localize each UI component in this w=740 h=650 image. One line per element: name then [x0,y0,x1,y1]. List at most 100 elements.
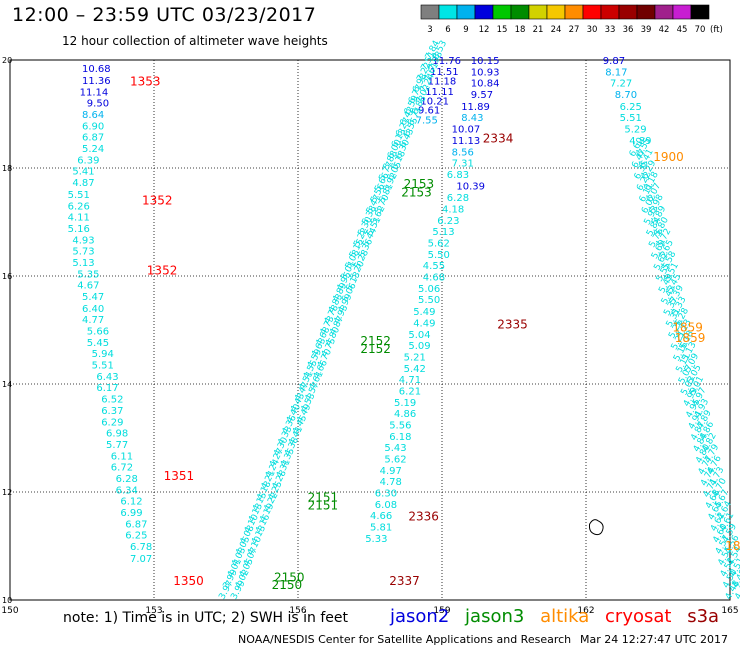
data-point-cryosat: 4.11 [68,213,90,224]
data-point-jason2: 9.61 [418,106,440,117]
scale-label: 15 [497,25,508,35]
x-tick-label: 150 [1,606,18,616]
data-point-s3a: 6.28 [447,193,469,204]
pass-label-cryosat: 1350 [173,574,204,588]
data-point-s3a: 5.43 [384,443,406,454]
data-point-altika: 4.89 [629,136,651,147]
pass-label-s3a: 2335 [497,318,528,332]
data-point-cryosat: 6.17 [96,383,118,394]
scale-unit: (ft) [710,25,723,35]
data-point-cryosat: 4.77 [82,315,104,326]
pass-label-s3a: 2337 [389,574,420,588]
footer-generated-time: Mar 24 12:27:47 UTC 2017 [580,633,728,646]
pass-label-jason3: 2150 [272,578,303,592]
data-point-altika: 9.87 [603,56,625,67]
data-point-s3a: 8.56 [452,147,474,158]
data-point-cryosat: 5.13 [72,258,94,269]
data-point-cryosat: 6.43 [96,372,118,383]
island-outline [588,519,604,536]
legend-jason2: jason2 [390,606,450,627]
data-point-s3a: 5.33 [365,534,387,545]
data-point-dense: 4.47 [733,579,740,601]
data-point-s3a: 4.66 [370,511,392,522]
data-point-jason2: 7.55 [416,115,438,126]
legend-s3a: s3a [687,606,720,627]
pass-label-altika: 18 [725,539,740,553]
data-point-s3a: 5.50 [428,250,450,261]
scale-label: 39 [641,25,652,35]
y-tick-label: 16 [2,272,12,281]
data-point-cryosat: 6.72 [111,463,133,474]
data-point-s3a: 5.42 [404,364,426,375]
color-scale-legend: 3 6 9 12 15 18 21 24 27 30 33 36 39 42 45 70 (ft) [420,4,723,35]
footer-credit: NOAA/NESDIS Center for Satellite Applica… [238,633,572,646]
data-point-s3a: 5.62 [384,455,406,466]
data-point-cryosat: 5.41 [72,167,94,178]
data-point-cryosat: 5.24 [82,144,104,155]
y-tick-label: 10 [2,596,12,605]
data-point-cryosat: 6.34 [116,485,138,496]
data-point-cryosat: 4.93 [72,235,94,246]
scale-label: 12 [479,25,490,35]
data-point-s3a: 11.89 [461,102,490,113]
data-point-s3a: 5.49 [413,307,435,318]
legend-jason3: jason3 [465,606,525,627]
scale-label: 27 [569,25,580,35]
data-point-cryosat: 5.47 [82,292,104,303]
data-point-cryosat: 6.39 [77,155,99,166]
data-point-s3a: 10.07 [452,125,481,136]
data-point-altika: 5.29 [624,125,646,136]
scale-label: 70 [695,25,706,35]
data-point-s3a: 5.50 [418,295,440,306]
data-point-s3a: 4.86 [394,409,416,420]
pass-label-cryosat: 1352 [142,193,173,207]
data-point-s3a: 5.06 [418,284,440,295]
data-point-cryosat: 4.67 [77,281,99,292]
data-point-cryosat: 11.36 [82,76,111,87]
scale-label: 9 [463,25,468,35]
data-point-altika: 5.51 [620,113,642,124]
data-point-cryosat: 6.25 [125,531,147,542]
data-point-cryosat: 6.29 [101,417,123,428]
data-point-s3a: 6.83 [447,170,469,181]
x-tick-label: 162 [577,606,594,616]
legend-cryosat: cryosat [605,606,672,627]
data-point-cryosat: 6.40 [82,304,104,315]
data-point-s3a: 5.09 [408,341,430,352]
pass-label-s3a: 2334 [483,131,514,145]
pass-label-cryosat: 1352 [147,264,178,278]
data-point-cryosat: 5.51 [68,190,90,201]
data-point-s3a: 11.13 [452,136,481,147]
data-point-s3a: 4.55 [423,261,445,272]
data-point-s3a: 6.30 [375,489,397,500]
y-tick-label: 18 [2,164,12,173]
data-point-s3a: 10.15 [471,56,500,67]
data-point-cryosat: 6.78 [130,542,152,553]
data-point-s3a: 10.39 [456,181,485,192]
scale-label: 45 [677,25,688,35]
data-point-s3a: 4.71 [399,375,421,386]
pass-label-jason3: 2151 [308,499,339,513]
data-point-jason2: 11.18 [428,77,457,88]
data-point-cryosat: 5.51 [92,361,114,372]
data-point-s3a: 4.68 [423,273,445,284]
data-point-cryosat: 6.11 [111,451,133,462]
data-point-s3a: 6.08 [375,500,397,511]
pass-label-cryosat: 1353 [130,75,161,89]
pass-label-altika: 1859 [672,320,703,334]
data-point-s3a: 8.43 [461,113,483,124]
pass-label-altika: 1859 [675,331,706,345]
scale-label: 24 [551,25,562,35]
pass-label-jason3: 2153 [401,185,432,199]
data-point-jason2: 11.51 [430,67,459,78]
scale-label: 33 [605,25,616,35]
data-point-cryosat: 5.77 [106,440,128,451]
data-point-s3a: 7.31 [452,159,474,170]
y-tick-label: 20 [2,56,12,65]
scale-label: 42 [659,25,670,35]
data-point-altika: 8.70 [615,90,637,101]
scale-label: 18 [515,25,526,35]
pass-label-jason3: 2152 [360,334,391,348]
y-tick-label: 14 [2,380,12,389]
